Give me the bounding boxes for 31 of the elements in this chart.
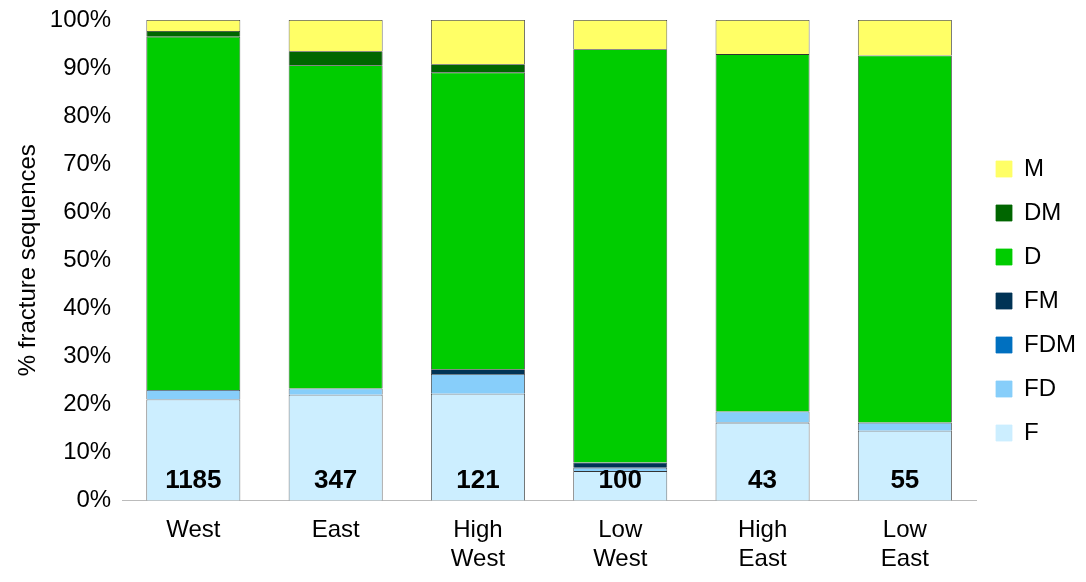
x-tick-label: High East [737,515,788,572]
legend-label: M [1024,153,1045,181]
legend-label: DM [1024,197,1062,225]
x-tick-label: Low West [593,515,648,572]
x-tick-label: East [311,515,360,543]
legend-label: FM [1024,285,1059,313]
y-tick-label: 30% [63,340,112,368]
y-tick-label: 10% [63,436,112,464]
annotation: 1185 [165,463,222,494]
annotation: 55 [890,463,920,494]
y-tick-label: 40% [63,292,112,320]
y-tick-label: 80% [63,100,112,128]
annotation: 347 [313,463,358,494]
legend-label: FD [1024,373,1057,401]
y-tick-label: 70% [63,148,112,176]
y-axis-title: % fracture sequences [13,144,41,377]
legend-label: D [1024,241,1042,269]
y-tick-label: 60% [63,196,112,224]
annotation: 100 [598,463,642,494]
legend-label: F [1024,417,1039,445]
y-tick-label: 0% [76,485,112,513]
x-tick-label: High West [450,515,506,572]
y-tick-label: 90% [63,52,112,80]
y-tick-label: 20% [63,388,112,416]
y-tick-label: 50% [63,244,112,272]
x-tick-label: Low East [880,515,930,572]
y-tick-label: 100% [49,4,112,32]
annotation: 43 [748,463,778,494]
legend-label: FDM [1024,329,1076,357]
annotation: 121 [456,463,500,494]
x-tick-label: West [166,515,221,543]
